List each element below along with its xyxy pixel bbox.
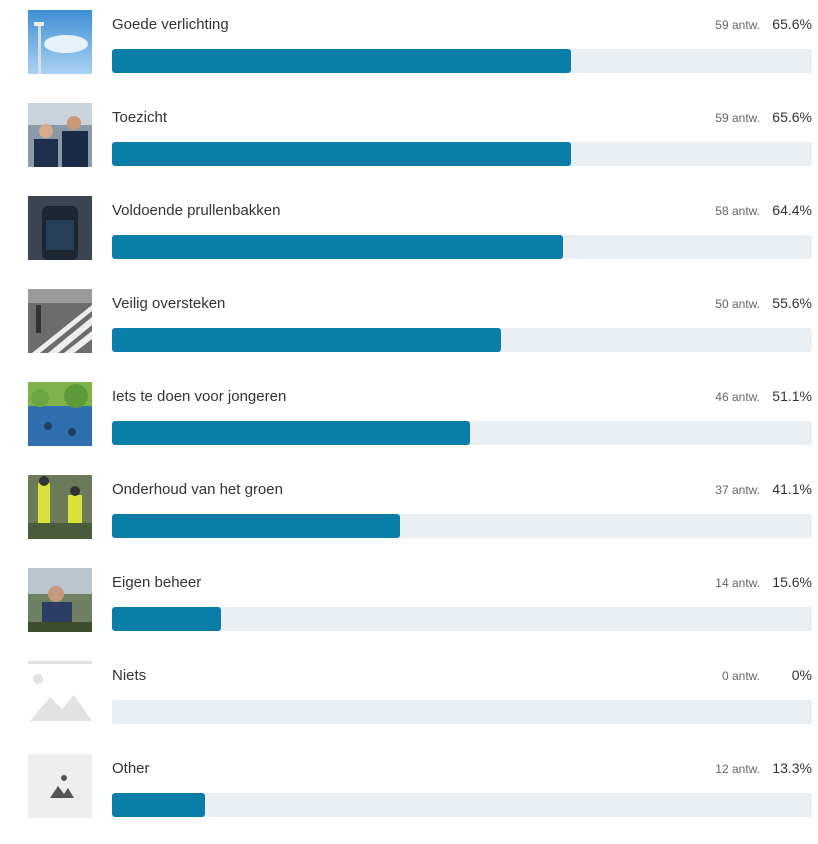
answer-count: 12 antw. <box>715 762 760 776</box>
answer-count: 59 antw. <box>715 111 760 125</box>
bar-fill <box>112 514 400 538</box>
option-image <box>28 196 92 260</box>
bar-fill <box>112 607 222 631</box>
percentage: 13.3% <box>772 760 812 776</box>
bar-track <box>112 49 812 73</box>
answer-count: 14 antw. <box>715 576 760 590</box>
percentage: 51.1% <box>772 388 812 404</box>
answer-count: 0 antw. <box>721 669 760 683</box>
option-image <box>28 475 92 539</box>
bar-track <box>112 700 812 724</box>
option-label: Onderhoud van het groen <box>112 481 283 498</box>
percentage: 55.6% <box>772 295 812 311</box>
bar-fill <box>112 421 470 445</box>
answer-count: 58 antw. <box>715 204 760 218</box>
option-image <box>28 289 92 353</box>
option-image <box>28 382 92 446</box>
option-label: Goede verlichting <box>112 16 229 33</box>
option-label: Other <box>112 760 150 777</box>
percentage: 0% <box>791 667 812 683</box>
percentage: 64.4% <box>772 202 812 218</box>
percentage: 41.1% <box>772 481 812 497</box>
option-label: Veilig oversteken <box>112 295 226 312</box>
bar-fill <box>112 793 206 817</box>
poll-option: Other 12 antw. 13.3% <box>0 754 818 844</box>
poll-option: Veilig oversteken 50 antw. 55.6% <box>0 289 818 379</box>
bar-fill <box>112 328 502 352</box>
option-image <box>28 754 92 818</box>
answer-count: 50 antw. <box>715 297 760 311</box>
option-label: Iets te doen voor jongeren <box>112 388 287 405</box>
bar-track <box>112 421 812 445</box>
poll-option: Eigen beheer 14 antw. 15.6% <box>0 568 818 658</box>
option-label: Voldoende prullenbakken <box>112 202 281 219</box>
bar-fill <box>112 142 572 166</box>
poll-results: {"items": [ {"label": "Goede verlichting… <box>0 10 818 818</box>
poll-option: Niets 0 antw. 0% <box>0 661 818 751</box>
option-image <box>28 661 92 725</box>
percentage: 15.6% <box>772 574 812 590</box>
bar-fill <box>112 49 572 73</box>
percentage: 65.6% <box>772 16 812 32</box>
option-label: Niets <box>112 667 147 684</box>
bar-track <box>112 514 812 538</box>
bar-track <box>112 793 812 817</box>
answer-count: 37 antw. <box>715 483 760 497</box>
bar-track <box>112 142 812 166</box>
bar-fill <box>112 235 563 259</box>
bar-track <box>112 235 812 259</box>
option-image <box>28 10 92 74</box>
percentage: 65.6% <box>772 109 812 125</box>
option-label: Toezicht <box>112 109 168 126</box>
bar-track <box>112 607 812 631</box>
option-image <box>28 103 92 167</box>
poll-option: Goede verlichting 59 antw. 65.6% <box>0 10 818 100</box>
poll-option: Iets te doen voor jongeren 46 antw. 51.1% <box>0 382 818 472</box>
option-label: Eigen beheer <box>112 574 202 591</box>
poll-option: Toezicht 59 antw. 65.6% <box>0 103 818 193</box>
bar-track <box>112 328 812 352</box>
poll-option: Onderhoud van het groen 37 antw. 41.1% <box>0 475 818 565</box>
answer-count: 59 antw. <box>715 18 760 32</box>
option-image <box>28 568 92 632</box>
poll-option: Voldoende prullenbakken 58 antw. 64.4% <box>0 196 818 286</box>
answer-count: 46 antw. <box>715 390 760 404</box>
